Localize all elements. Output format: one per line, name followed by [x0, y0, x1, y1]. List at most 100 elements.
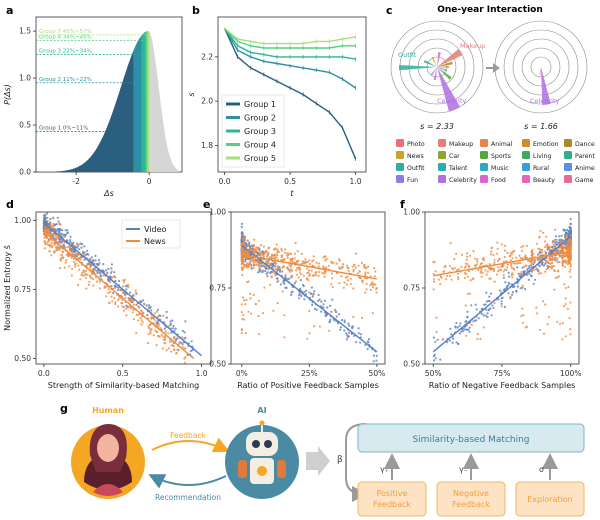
news-point — [242, 296, 245, 299]
video-point — [107, 267, 110, 270]
news-point — [155, 310, 159, 313]
y-tick-label: 1.00 — [209, 208, 226, 217]
news-point — [252, 262, 255, 265]
video-point — [190, 340, 193, 343]
news-point — [521, 307, 524, 310]
video-point — [328, 304, 332, 307]
video-point — [83, 251, 86, 254]
news-point — [312, 259, 315, 262]
news-point — [544, 253, 547, 256]
news-point — [452, 268, 455, 271]
legend-swatch — [564, 175, 572, 183]
panel-f-scatter: 50% 75% 100% 0.50 0.75 1.00 Ratio of Negative … — [403, 208, 581, 391]
news-point — [510, 264, 513, 267]
human-label: Human — [92, 406, 124, 415]
news-point — [338, 266, 341, 269]
news-point — [269, 262, 272, 265]
video-point — [372, 354, 375, 357]
video-point — [480, 312, 483, 316]
news-point — [123, 278, 126, 282]
news-point — [514, 262, 517, 265]
news-point — [241, 250, 244, 253]
news-point — [346, 283, 349, 286]
video-point — [303, 298, 306, 301]
news-point — [284, 248, 287, 251]
news-point — [154, 319, 157, 322]
news-point — [567, 254, 570, 257]
news-point — [289, 265, 292, 268]
news-point — [72, 257, 75, 260]
video-point — [489, 307, 492, 310]
news-point — [163, 338, 167, 341]
news-point — [160, 333, 163, 336]
news-point — [294, 241, 297, 245]
video-point — [60, 232, 63, 235]
news-point — [519, 261, 522, 265]
video-point — [339, 328, 342, 331]
news-point — [495, 252, 498, 255]
news-point — [254, 250, 257, 253]
news-point — [373, 275, 376, 278]
news-point — [258, 265, 261, 268]
news-point — [184, 356, 187, 359]
news-point — [510, 266, 513, 269]
news-point — [474, 265, 477, 268]
video-point — [171, 319, 174, 322]
y-tick-label: 2.0 — [201, 97, 213, 106]
news-point — [488, 263, 491, 266]
news-point — [249, 292, 252, 295]
news-point — [44, 213, 47, 216]
news-point — [305, 278, 308, 281]
news-point — [304, 262, 307, 265]
news-point — [546, 248, 549, 252]
video-point — [118, 279, 121, 283]
video-point — [116, 289, 119, 292]
news-point — [353, 263, 356, 266]
video-point — [315, 308, 318, 311]
beta-bracket — [345, 423, 368, 502]
video-point — [293, 282, 297, 285]
news-point — [245, 249, 248, 253]
y-axis-label: s — [187, 92, 196, 96]
news-point — [297, 276, 300, 279]
legend-entry: Outfit — [407, 165, 425, 172]
news-point — [70, 274, 73, 277]
news-point — [52, 224, 55, 227]
x-tick-label: 100% — [560, 369, 581, 378]
news-point — [432, 273, 435, 276]
news-point — [544, 250, 547, 253]
video-point — [246, 239, 249, 242]
news-point — [433, 261, 436, 264]
wedge-minor — [437, 67, 452, 80]
news-point — [82, 253, 86, 256]
news-point — [503, 249, 507, 252]
axes: -2 0 0.0 0.5 1.0 1.5 Δs P(Δs) — [3, 27, 152, 198]
news-point — [116, 298, 120, 301]
news-point — [521, 249, 524, 252]
video-point — [279, 283, 282, 286]
news-point — [274, 267, 277, 270]
news-point — [485, 273, 488, 276]
video-point — [484, 308, 488, 311]
news-point — [472, 250, 475, 253]
x-tick-label: 0 — [147, 177, 152, 186]
news-point — [278, 269, 281, 273]
news-point — [318, 262, 321, 265]
legend: Group 1 Group 2 Group 3 Group 4 Group 5 — [221, 94, 285, 168]
news-point — [122, 309, 126, 312]
video-point — [311, 303, 314, 306]
video-point — [475, 308, 478, 311]
wedge-minor — [437, 67, 447, 72]
news-point — [300, 273, 303, 276]
news-point — [170, 344, 173, 347]
video-point — [340, 318, 344, 322]
news-point — [246, 257, 249, 260]
news-point — [554, 228, 557, 231]
news-point — [369, 288, 372, 291]
negative-feedback-label-line1: Negative — [453, 489, 489, 498]
news-point — [569, 275, 572, 278]
news-point — [296, 266, 299, 270]
news-point — [500, 243, 503, 246]
news-point — [241, 274, 244, 277]
news-point — [109, 285, 113, 288]
